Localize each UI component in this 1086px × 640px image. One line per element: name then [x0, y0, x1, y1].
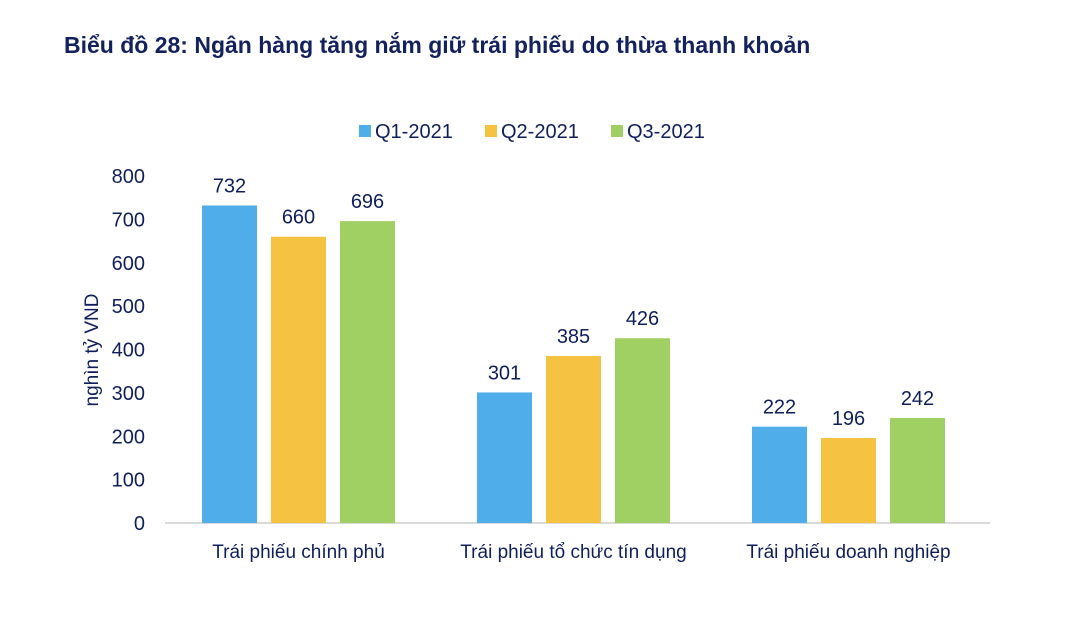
x-tick-label: Trái phiếu chính phủ — [212, 542, 385, 563]
bar-Q2-2021 — [271, 236, 326, 523]
y-tick-label: 700 — [112, 209, 145, 231]
data-label: 222 — [763, 397, 796, 419]
data-label: 196 — [832, 408, 865, 430]
legend-label: Q2-2021 — [501, 121, 579, 143]
y-tick-label: 400 — [112, 340, 145, 362]
bar-Q3-2021 — [615, 338, 670, 523]
y-tick-label: 100 — [112, 470, 145, 492]
y-tick-label: 800 — [112, 166, 145, 188]
legend-label: Q3-2021 — [627, 121, 705, 143]
data-label: 385 — [557, 326, 590, 348]
data-label: 426 — [626, 308, 659, 330]
legend-label: Q1-2021 — [375, 121, 453, 143]
data-label: 301 — [488, 362, 521, 384]
data-label: 242 — [901, 388, 934, 410]
legend-swatch — [359, 125, 371, 137]
x-tick-label: Trái phiếu tổ chức tín dụng — [460, 542, 686, 563]
y-tick-label: 0 — [134, 513, 145, 535]
bar-Q1-2021 — [202, 205, 257, 523]
bar-Q1-2021 — [752, 426, 807, 523]
y-axis-label: nghìn tỷ VND — [82, 294, 103, 407]
chart-title: Biểu đồ 28: Ngân hàng tăng nắm giữ trái … — [64, 32, 811, 58]
y-tick-label: 300 — [112, 383, 145, 405]
y-tick-label: 200 — [112, 426, 145, 448]
bar-Q1-2021 — [477, 392, 532, 523]
data-label: 660 — [282, 207, 315, 229]
bar-Q2-2021 — [546, 356, 601, 523]
data-label: 732 — [213, 175, 246, 197]
y-tick-label: 500 — [112, 296, 145, 318]
bar-Q3-2021 — [340, 221, 395, 524]
legend-swatch — [485, 125, 497, 137]
bar-Q3-2021 — [890, 418, 945, 523]
bar-Q2-2021 — [821, 437, 876, 523]
x-tick-label: Trái phiếu doanh nghiệp — [746, 542, 950, 563]
legend-swatch — [611, 125, 623, 137]
y-tick-label: 600 — [112, 253, 145, 275]
data-label: 696 — [351, 191, 384, 213]
